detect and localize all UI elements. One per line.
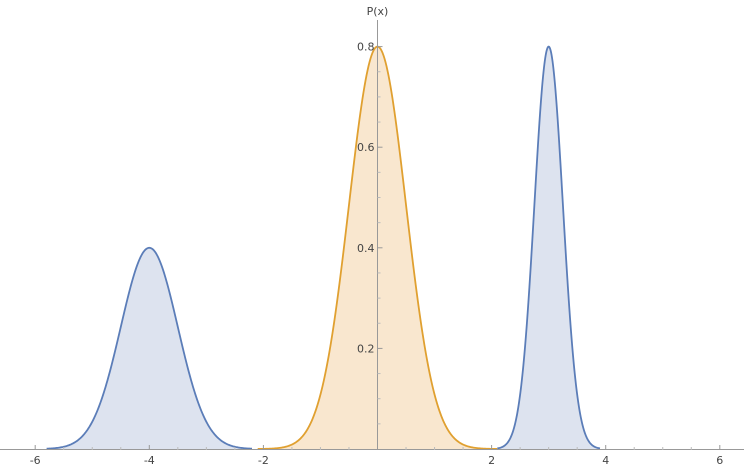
axes [0, 20, 744, 450]
x-tick-label: 4 [602, 454, 609, 467]
series-1-line [46, 246, 253, 450]
y-tick-label: 0.4 [357, 242, 375, 255]
y-tick-label: 0.8 [357, 41, 375, 54]
series-1-fill [46, 247, 252, 449]
series-areas [46, 45, 601, 450]
series-3-line [497, 45, 601, 450]
x-tick-label: -4 [144, 454, 155, 467]
x-tick-label: -6 [30, 454, 41, 467]
x-tick-label: 6 [716, 454, 723, 467]
y-tick-label: 0.6 [357, 141, 375, 154]
series-3-fill [497, 46, 600, 449]
x-tick-label: -2 [258, 454, 269, 467]
y-axis-title: P(x) [367, 5, 389, 18]
ticks: -6 -4 -2 2 4 6 0.2 0.4 0.6 0.8 [30, 41, 724, 467]
y-tick-label: 0.2 [357, 342, 375, 355]
x-tick-label: 2 [488, 454, 495, 467]
